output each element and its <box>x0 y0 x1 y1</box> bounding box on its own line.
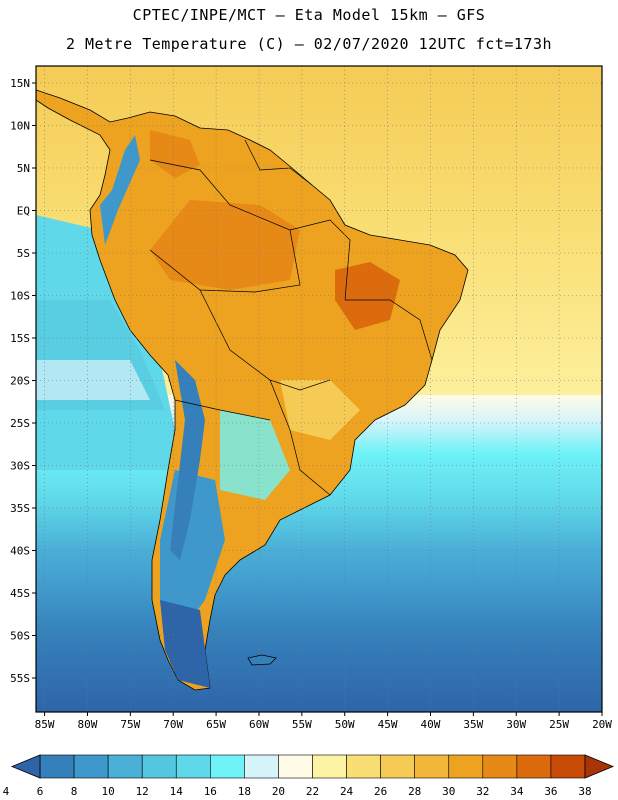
colorbar-tick-label: 24 <box>340 785 354 798</box>
colorbar-bin <box>210 754 245 779</box>
border-argentina-north <box>174 399 271 421</box>
lat-label: 5N <box>17 162 30 175</box>
lat-label: 15S <box>10 332 30 345</box>
lon-label: 75W <box>120 718 140 731</box>
amazon-hot-zone <box>150 200 300 290</box>
lat-label: 5S <box>17 247 30 260</box>
lon-label: 25W <box>549 718 569 731</box>
colorbar-bin <box>482 754 518 779</box>
colorbar-tick-label: 4 <box>3 785 10 798</box>
lat-label: 10N <box>10 120 30 133</box>
colorbar-tick-label: 20 <box>272 785 285 798</box>
colorbar-right-arrow <box>584 754 615 779</box>
land-mass <box>36 89 469 691</box>
colorbar-tick-label: 16 <box>204 785 217 798</box>
colorbar-bin <box>175 754 211 779</box>
longitude-labels: 85W 80W 75W 70W 65W 60W 55W 50W 45W 40W 35W 30W 25W 2… <box>35 712 612 731</box>
lon-label: 85W <box>35 718 55 731</box>
colorbar-bins <box>39 754 586 779</box>
lat-label: 40S <box>10 545 30 558</box>
field-layer <box>36 66 602 712</box>
lon-label: 55W <box>292 718 312 731</box>
border-brazil-west <box>289 219 351 301</box>
colorbar-bin <box>380 754 415 779</box>
latitude-labels: 15N 10N 5N EQ 5S 10S 15S 20S 25S 30S 35S 40S 45S 50S 5… <box>10 77 36 685</box>
colorbar-bin <box>107 754 143 779</box>
lat-label: 55S <box>10 672 30 685</box>
colorbar-tick-label: 32 <box>476 785 489 798</box>
lat-label: 10S <box>10 290 30 303</box>
border-peru-bolivia <box>149 159 301 293</box>
pacific-pale-band <box>36 360 150 400</box>
colorbar-tick-label: 18 <box>238 785 251 798</box>
colorbar-tick-label: 6 <box>37 785 44 798</box>
chart-title-line-1: CPTEC/INPE/MCT – Eta Model 15km – GFS <box>132 6 486 24</box>
colorbar-tick-label: 38 <box>578 785 591 798</box>
country-borders <box>149 139 433 496</box>
colorbar-left-arrow <box>10 754 41 779</box>
colorbar-tick-label: 10 <box>102 785 115 798</box>
colorbar-bin <box>550 754 586 779</box>
andes-north-spine <box>100 135 140 245</box>
border-brazil-states <box>345 299 433 361</box>
map-frame <box>35 65 603 713</box>
lon-label: 45W <box>378 718 398 731</box>
tierra-del-fuego-cold <box>160 600 210 688</box>
border-venezuela-guyana <box>244 139 313 186</box>
lat-label: 50S <box>10 630 30 643</box>
colorbar-bin <box>414 754 450 779</box>
colorbar-tick-label: 14 <box>170 785 184 798</box>
lat-label: 20S <box>10 375 30 388</box>
andes-south-spine <box>170 360 205 560</box>
colorbar-tick-label: 28 <box>408 785 421 798</box>
colorbar-tick-label: 22 <box>306 785 319 798</box>
colorbar-tick-label: 30 <box>442 785 455 798</box>
lon-label: 70W <box>163 718 183 731</box>
chart-title-line-2: 2 Metre Temperature (C) – 02/07/2020 12U… <box>65 35 553 53</box>
colorbar-bin <box>516 754 552 779</box>
falkland-islands <box>247 654 277 666</box>
colorbar-bin <box>141 754 177 779</box>
lon-label: 20W <box>592 718 612 731</box>
lat-label: 45S <box>10 587 30 600</box>
lat-label: 15N <box>10 77 30 90</box>
colorbar-bin <box>346 754 381 779</box>
colorbar-bin <box>73 754 109 779</box>
lon-label: 35W <box>463 718 483 731</box>
colorbar-tick-labels: 4 6 8 10 12 14 16 18 20 22 24 26 28 30 32 34 36 38 <box>3 785 592 798</box>
lon-label: 80W <box>78 718 98 731</box>
colorbar-tick-label: 36 <box>544 785 557 798</box>
lat-label: EQ <box>17 205 30 218</box>
lat-label: 35S <box>10 502 30 515</box>
colorbar-bin <box>312 754 347 779</box>
lon-label: 30W <box>506 718 526 731</box>
lon-label: 60W <box>249 718 269 731</box>
colorbar-bin <box>448 754 484 779</box>
colorbar-tick-label: 8 <box>71 785 78 798</box>
colorbar-tick-label: 26 <box>374 785 387 798</box>
colorbar-bin <box>244 754 279 779</box>
colombia-hot-zone <box>150 130 200 178</box>
lat-label: 30S <box>10 460 30 473</box>
colorbar-bin <box>278 754 313 779</box>
lon-label: 65W <box>206 718 226 731</box>
cerrado-hot-zone <box>335 262 400 330</box>
lon-label: 50W <box>335 718 355 731</box>
border-uruguay <box>269 379 331 496</box>
south-brazil-zone <box>280 380 360 440</box>
pampas-cool-zone <box>220 410 290 500</box>
lon-label: 40W <box>421 718 441 731</box>
lat-label: 25S <box>10 417 30 430</box>
colorbar-bin <box>39 754 75 779</box>
colorbar-tick-label: 34 <box>510 785 524 798</box>
colorbar-tick-label: 12 <box>136 785 149 798</box>
